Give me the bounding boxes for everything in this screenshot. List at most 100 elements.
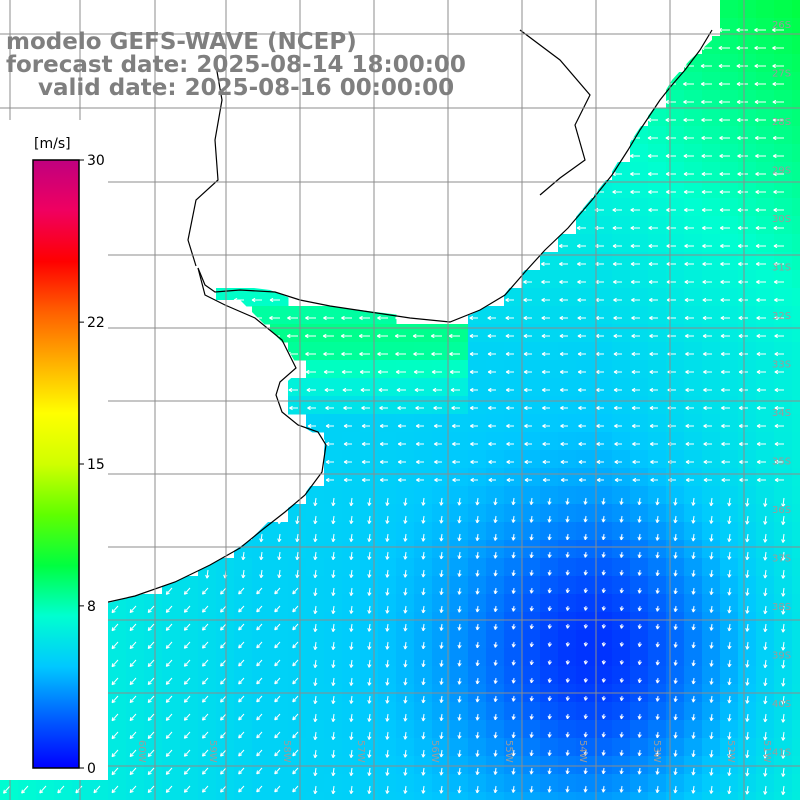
wind-arrow [619,515,624,523]
wind-arrow [475,533,480,542]
speed-cell [756,702,775,721]
speed-cell [702,108,721,127]
wind-arrow [655,785,660,794]
wind-arrow [147,731,155,739]
wind-arrow [719,189,730,195]
speed-cell [234,774,253,793]
wind-arrow [655,749,660,757]
wind-arrow [637,731,642,738]
wind-arrow [506,459,514,465]
speed-cell [702,270,721,289]
wind-arrow [665,135,676,141]
wind-arrow [691,785,696,794]
wind-arrow [673,587,678,595]
wind-arrow [349,605,354,614]
speed-cell [576,396,595,415]
speed-cell [558,738,577,757]
speed-cell [468,432,487,451]
speed-cell [756,756,775,775]
wind-arrow [648,297,658,303]
wind-arrow [619,785,624,793]
speed-cell [162,612,181,631]
wind-arrow [565,641,570,647]
speed-cell [396,540,415,559]
wind-arrow [637,677,642,684]
speed-cell [612,180,631,199]
wind-arrow [773,153,784,159]
wind-arrow [577,315,586,321]
speed-cell [342,720,361,739]
speed-cell [378,612,397,631]
speed-cell [396,720,415,739]
lat-label: 31S [772,263,791,274]
wind-arrow [727,731,732,740]
speed-cell [702,594,721,613]
wind-arrow [601,749,606,756]
speed-cell [378,432,397,451]
wind-arrow [637,587,642,594]
speed-cell [486,630,505,649]
wind-arrow [772,27,784,33]
wind-arrow [745,785,750,795]
wind-arrow [721,441,730,447]
speed-cell [594,288,613,307]
speed-cell [576,594,595,613]
wind-arrow [129,713,137,722]
wind-arrow [601,551,606,558]
wind-arrow [313,713,318,723]
wind-arrow [637,785,642,793]
speed-cell [666,468,685,487]
speed-cell [216,594,235,613]
wind-arrow [274,623,281,631]
wind-arrow [685,333,694,339]
speed-cell [540,612,559,631]
wind-arrow [727,515,732,525]
speed-cell [756,324,775,343]
wind-arrow [703,351,712,357]
speed-cell [648,378,667,397]
speed-cell [378,720,397,739]
wind-arrow [596,459,604,465]
wind-arrow [493,587,498,595]
wind-arrow [421,533,426,542]
wind-arrow [220,731,227,739]
speed-cell [792,396,800,415]
speed-cell [774,738,793,757]
wind-arrow [505,387,514,393]
speed-cell [126,702,145,721]
speed-cell [414,648,433,667]
speed-cell [558,270,577,289]
wind-arrow [529,623,534,630]
speed-cell [378,738,397,757]
speed-cell [540,486,559,505]
speed-cell [594,738,613,757]
wind-arrow [583,749,588,756]
wind-arrow [183,785,191,793]
speed-cell [756,414,775,433]
wind-arrow [745,533,750,543]
wind-arrow [331,659,336,668]
speed-cell [270,756,289,775]
wind-arrow [631,423,640,429]
wind-arrow [763,605,768,615]
wind-arrow [493,659,498,666]
speed-cell [648,450,667,469]
speed-cell [468,774,487,793]
speed-cell [594,792,613,800]
speed-cell [702,756,721,775]
speed-cell [540,450,559,469]
wind-arrow [709,659,714,667]
wind-arrow [685,423,694,429]
speed-cell [648,468,667,487]
wind-arrow [403,767,408,776]
speed-cell [162,774,181,793]
wind-arrow [755,243,766,249]
speed-cell [576,288,595,307]
wind-arrow [595,351,604,357]
wind-arrow [292,605,299,613]
wind-arrow [703,423,712,429]
wind-arrow [619,749,624,756]
speed-cell [792,558,800,577]
wind-arrow [547,623,552,629]
wind-arrow [511,569,516,577]
